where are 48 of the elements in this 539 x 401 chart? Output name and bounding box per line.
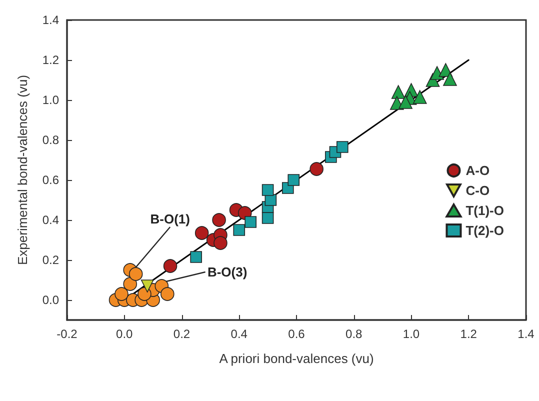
- point: [412, 90, 427, 104]
- y-tick-label: 0.0: [42, 293, 60, 307]
- x-tick-label: 0.2: [173, 327, 190, 341]
- y-axis-title: Experimental bond-valences (vu): [15, 74, 30, 266]
- point: [398, 95, 412, 109]
- legend-label: T(2)-O: [466, 223, 504, 238]
- point: [194, 226, 209, 240]
- point: [190, 251, 202, 263]
- point: [430, 66, 444, 80]
- point: [310, 162, 324, 176]
- point: [288, 174, 300, 186]
- point: [140, 280, 154, 292]
- y-tick-label: 1.4: [42, 13, 60, 27]
- point: [138, 287, 152, 301]
- x-tick-label: 1.2: [460, 327, 478, 341]
- point: [262, 212, 274, 224]
- x-axis-title: A priori bond-valences (vu): [219, 351, 374, 366]
- point: [163, 259, 178, 273]
- x-tick-label: 1.0: [402, 327, 420, 341]
- y-tick-label: 0.6: [42, 173, 60, 187]
- point: [233, 224, 246, 236]
- point: [214, 236, 228, 250]
- y-tick-label: 0.4: [42, 213, 60, 227]
- point: [114, 287, 128, 301]
- legend-label: A-O: [466, 163, 490, 178]
- y-tick-label: 0.2: [42, 253, 60, 267]
- x-tick-label: -0.2: [56, 327, 78, 341]
- point: [391, 85, 406, 99]
- point: [244, 216, 256, 228]
- legend-label: T(1)-O: [466, 203, 504, 218]
- point: [160, 287, 174, 301]
- annotation: B-O(1): [150, 212, 190, 226]
- y-tick-label: 0.8: [42, 133, 60, 147]
- point: [262, 184, 274, 196]
- legend-label: C-O: [466, 183, 490, 198]
- y-tick-label: 1.0: [42, 93, 60, 107]
- x-tick-label: 0.4: [230, 327, 248, 341]
- x-tick-label: 0.8: [346, 327, 363, 341]
- point: [123, 277, 138, 291]
- point: [128, 267, 143, 281]
- y-tick-label: 1.2: [42, 53, 60, 67]
- annotation: B-O(3): [207, 264, 248, 280]
- point: [212, 213, 226, 227]
- x-tick-label: 0.6: [288, 327, 306, 341]
- point: [443, 72, 457, 86]
- point: [336, 141, 348, 153]
- x-tick-label: 0.0: [116, 327, 134, 341]
- x-tick-label: 1.4: [518, 327, 535, 341]
